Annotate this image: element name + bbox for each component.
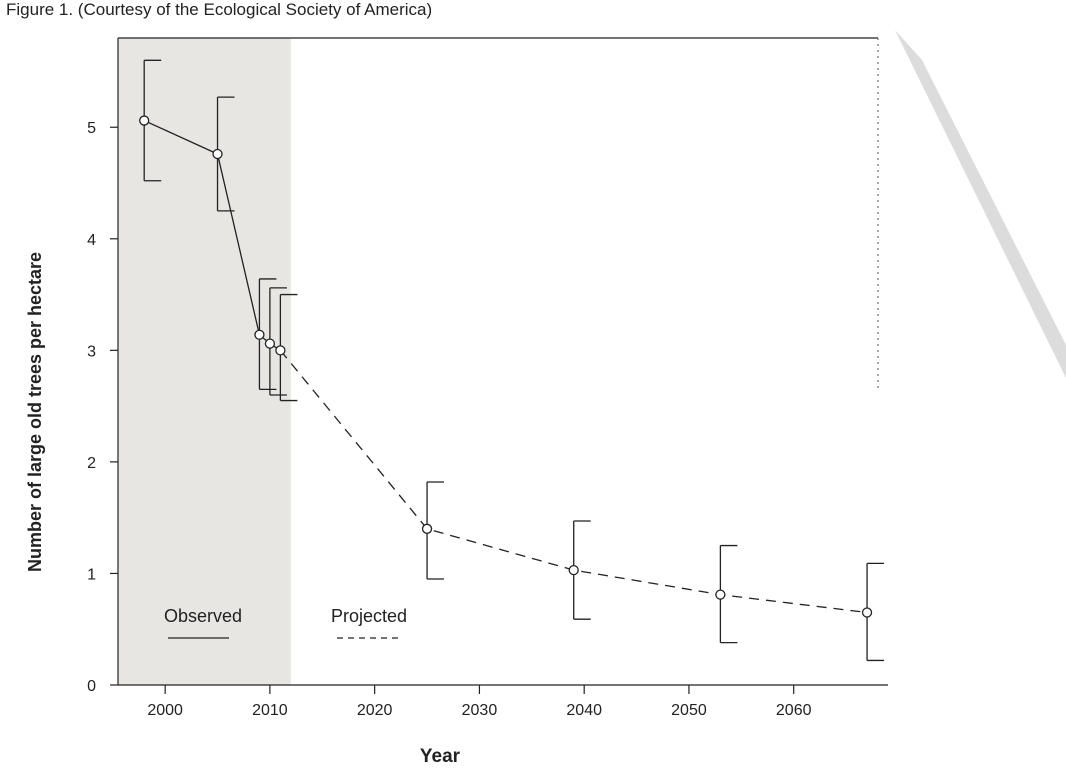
x-tick-label: 2000 (147, 702, 183, 719)
y-axis-label: Number of large old trees per hectare (25, 252, 45, 572)
y-tick-label: 5 (87, 120, 96, 137)
data-point-projected (715, 589, 726, 600)
y-tick-label: 4 (87, 232, 96, 249)
x-tick-label: 2010 (252, 702, 288, 719)
figure-caption: Figure 1. (Courtesy of the Ecological So… (6, 0, 433, 19)
data-point-observed (139, 115, 150, 126)
data-point-observed (254, 329, 265, 340)
data-point-projected (568, 564, 579, 576)
data-point-projected (861, 607, 873, 618)
y-tick-label: 0 (87, 678, 96, 695)
data-point-observed (275, 345, 286, 356)
x-tick-label: 2040 (566, 702, 602, 719)
y-tick-label: 3 (87, 343, 96, 360)
x-tick-label: 2030 (462, 702, 498, 719)
observed-period-shading (118, 38, 291, 685)
decorative-diagonal-stripe (895, 30, 1066, 378)
projected-legend-label: Projected (331, 606, 407, 626)
observed-legend-label: Observed (164, 606, 242, 626)
data-point-observed (264, 338, 276, 349)
x-tick-label: 2050 (671, 702, 707, 719)
x-axis-label: Year (420, 746, 461, 767)
y-tick-label: 2 (87, 455, 96, 472)
x-tick-label: 2060 (776, 702, 812, 719)
data-point-observed (212, 148, 223, 160)
x-tick-label: 2020 (357, 702, 393, 719)
data-point-projected (421, 523, 433, 534)
y-tick-label: 1 (87, 566, 96, 583)
